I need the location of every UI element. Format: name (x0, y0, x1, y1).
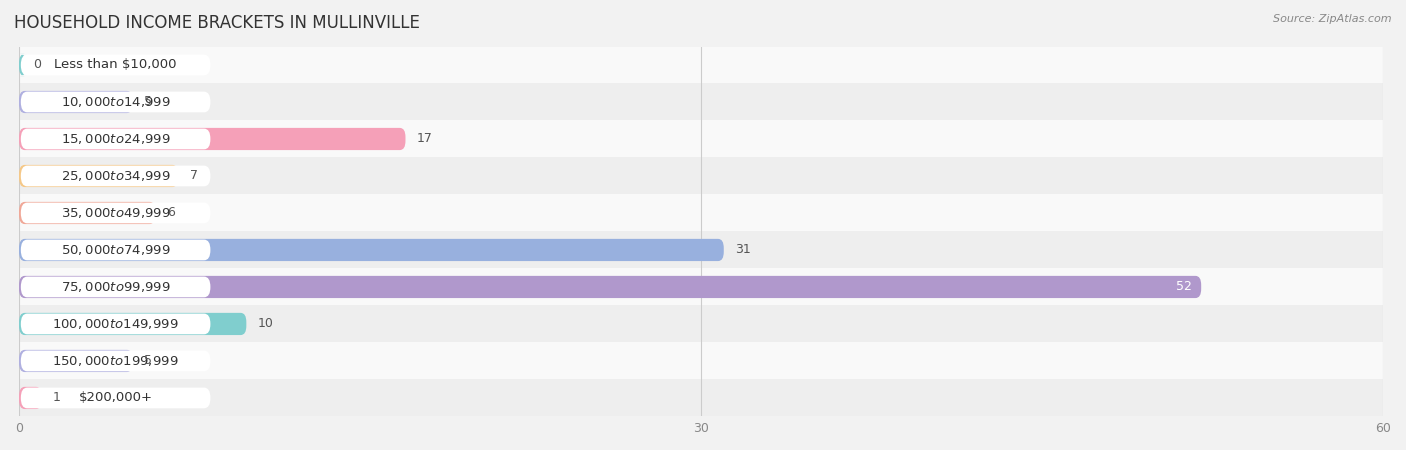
FancyBboxPatch shape (20, 165, 179, 187)
FancyBboxPatch shape (20, 128, 405, 150)
Text: 0: 0 (32, 58, 41, 72)
Text: 1: 1 (53, 392, 60, 405)
Text: Source: ZipAtlas.com: Source: ZipAtlas.com (1274, 14, 1392, 23)
Text: 5: 5 (143, 95, 152, 108)
Text: $200,000+: $200,000+ (79, 392, 153, 405)
Text: $25,000 to $34,999: $25,000 to $34,999 (60, 169, 170, 183)
Text: $35,000 to $49,999: $35,000 to $49,999 (60, 206, 170, 220)
Bar (20, 231, 1384, 269)
Text: 52: 52 (1177, 280, 1192, 293)
FancyBboxPatch shape (21, 351, 211, 371)
FancyBboxPatch shape (21, 277, 211, 297)
Text: $15,000 to $24,999: $15,000 to $24,999 (60, 132, 170, 146)
Text: 5: 5 (143, 355, 152, 368)
FancyBboxPatch shape (21, 166, 211, 186)
Text: 7: 7 (190, 170, 197, 183)
Text: 10: 10 (257, 317, 274, 330)
FancyBboxPatch shape (21, 239, 211, 261)
FancyBboxPatch shape (20, 239, 724, 261)
Text: $50,000 to $74,999: $50,000 to $74,999 (60, 243, 170, 257)
Text: 17: 17 (416, 132, 433, 145)
Text: Less than $10,000: Less than $10,000 (55, 58, 177, 72)
FancyBboxPatch shape (20, 276, 1201, 298)
Bar (20, 306, 1384, 342)
Text: HOUSEHOLD INCOME BRACKETS IN MULLINVILLE: HOUSEHOLD INCOME BRACKETS IN MULLINVILLE (14, 14, 420, 32)
Bar (20, 46, 1384, 84)
FancyBboxPatch shape (21, 92, 211, 112)
Bar (20, 194, 1384, 231)
FancyBboxPatch shape (20, 350, 132, 372)
Bar (20, 379, 1384, 416)
FancyBboxPatch shape (20, 313, 246, 335)
Text: $10,000 to $14,999: $10,000 to $14,999 (60, 95, 170, 109)
FancyBboxPatch shape (21, 314, 211, 334)
Bar (20, 158, 1384, 194)
Bar (20, 342, 1384, 379)
FancyBboxPatch shape (21, 129, 211, 149)
Text: $75,000 to $99,999: $75,000 to $99,999 (60, 280, 170, 294)
FancyBboxPatch shape (20, 387, 42, 409)
FancyBboxPatch shape (20, 202, 156, 224)
FancyBboxPatch shape (21, 202, 211, 223)
FancyBboxPatch shape (21, 54, 211, 75)
Text: 6: 6 (167, 207, 174, 220)
Text: $150,000 to $199,999: $150,000 to $199,999 (52, 354, 179, 368)
Bar (20, 269, 1384, 306)
Text: $100,000 to $149,999: $100,000 to $149,999 (52, 317, 179, 331)
FancyBboxPatch shape (20, 91, 132, 113)
FancyBboxPatch shape (21, 387, 211, 408)
Text: 31: 31 (735, 243, 751, 256)
Bar (20, 84, 1384, 121)
FancyBboxPatch shape (20, 54, 25, 76)
Bar (20, 121, 1384, 158)
